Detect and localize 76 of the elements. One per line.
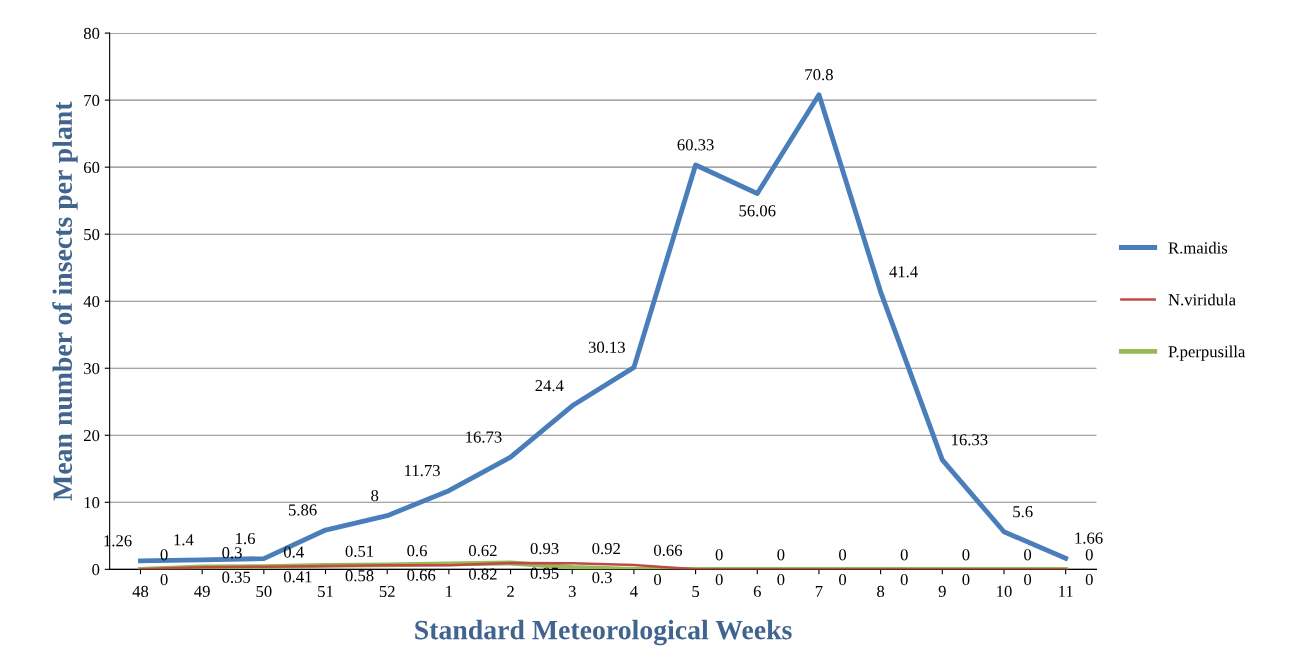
x-tick-label: 9 bbox=[938, 585, 946, 598]
x-tick-label: 49 bbox=[194, 585, 210, 598]
data-label: 0.66 bbox=[653, 544, 683, 557]
data-label: 1.4 bbox=[174, 534, 194, 546]
data-label: 16.73 bbox=[466, 431, 502, 443]
data-label: 0 bbox=[1085, 549, 1093, 561]
data-label: 1.6 bbox=[236, 532, 256, 545]
x-tick-label: 10 bbox=[997, 585, 1012, 598]
x-tick-label: 7 bbox=[815, 585, 823, 597]
data-label: 0 bbox=[160, 573, 168, 586]
data-label: 0 bbox=[777, 573, 785, 586]
data-label: 0 bbox=[653, 573, 662, 586]
x-tick-label: 4 bbox=[630, 585, 638, 597]
x-tick-label: 5 bbox=[692, 585, 700, 598]
y-tick-label: 20 bbox=[83, 429, 100, 442]
data-label: 0.41 bbox=[283, 571, 312, 583]
data-label: 0 bbox=[715, 549, 723, 561]
x-tick-label: 6 bbox=[753, 585, 761, 598]
data-label: 5.6 bbox=[1013, 506, 1033, 518]
data-label: 0.62 bbox=[468, 544, 497, 557]
data-label: 0.3 bbox=[222, 547, 242, 559]
data-label: 16.33 bbox=[952, 434, 988, 446]
data-label: 0 bbox=[900, 549, 908, 561]
data-label: 0 bbox=[839, 549, 847, 561]
x-tick-label: 2 bbox=[507, 585, 514, 597]
data-label: 41.4 bbox=[889, 266, 918, 278]
data-label: 0.51 bbox=[345, 545, 374, 558]
y-tick-label: 40 bbox=[83, 295, 100, 308]
data-label: 0 bbox=[1024, 549, 1032, 561]
x-tick-label: 48 bbox=[132, 585, 149, 598]
legend-label: N.viridula bbox=[1168, 293, 1236, 306]
x-tick-label: 3 bbox=[568, 585, 576, 598]
y-tick-label: 30 bbox=[84, 362, 100, 375]
data-label: 0.35 bbox=[222, 571, 251, 583]
data-label: 30.13 bbox=[588, 341, 625, 353]
data-label: 56.06 bbox=[739, 205, 776, 217]
y-tick-label: 70 bbox=[84, 94, 100, 107]
data-label: 60.33 bbox=[677, 139, 714, 151]
data-label: 0 bbox=[900, 573, 908, 586]
x-tick-label: 8 bbox=[877, 585, 885, 598]
y-tick-label: 0 bbox=[92, 564, 100, 576]
data-label: 24.4 bbox=[535, 380, 564, 392]
data-label: 0 bbox=[777, 549, 785, 561]
data-label: 0.4 bbox=[283, 546, 304, 558]
data-label: 5.86 bbox=[288, 504, 317, 516]
data-label: 0 bbox=[1085, 573, 1093, 586]
data-label: 8 bbox=[371, 489, 379, 502]
x-tick-label: 11 bbox=[1059, 585, 1073, 597]
legend-label: R.maidis bbox=[1168, 241, 1228, 254]
y-tick-label: 80 bbox=[83, 27, 100, 40]
data-label: 0.66 bbox=[407, 569, 436, 581]
data-label: 0 bbox=[715, 573, 723, 586]
data-label: 0 bbox=[1024, 573, 1032, 586]
x-axis-title: Standard Meteorological Weeks bbox=[415, 619, 792, 646]
data-label: 0 bbox=[160, 549, 168, 561]
data-label: 0.58 bbox=[345, 570, 374, 582]
y-tick-label: 10 bbox=[84, 496, 100, 509]
data-label: 1.66 bbox=[1075, 532, 1103, 544]
data-label: 0 bbox=[962, 573, 970, 586]
y-tick-label: 60 bbox=[83, 161, 100, 174]
legend-label: P.perpusilla bbox=[1168, 345, 1246, 361]
data-label: 0.93 bbox=[530, 542, 559, 555]
data-label: 0.6 bbox=[407, 545, 427, 557]
data-label: 11.73 bbox=[405, 465, 440, 477]
y-tick-label: 50 bbox=[84, 228, 100, 241]
x-tick-label: 51 bbox=[318, 585, 333, 598]
data-label: 0 bbox=[962, 549, 970, 561]
y-axis-title: Mean number of insects per plant bbox=[52, 101, 78, 501]
data-label: 0.92 bbox=[592, 542, 620, 555]
line-series bbox=[138, 92, 1069, 564]
x-tick-label: 52 bbox=[379, 585, 395, 598]
x-tick-label: 1 bbox=[446, 585, 453, 597]
x-tick-label: 50 bbox=[256, 585, 272, 598]
data-label: 0.3 bbox=[592, 571, 612, 584]
data-label: 0 bbox=[839, 573, 847, 586]
data-label: 70.8 bbox=[805, 69, 833, 81]
